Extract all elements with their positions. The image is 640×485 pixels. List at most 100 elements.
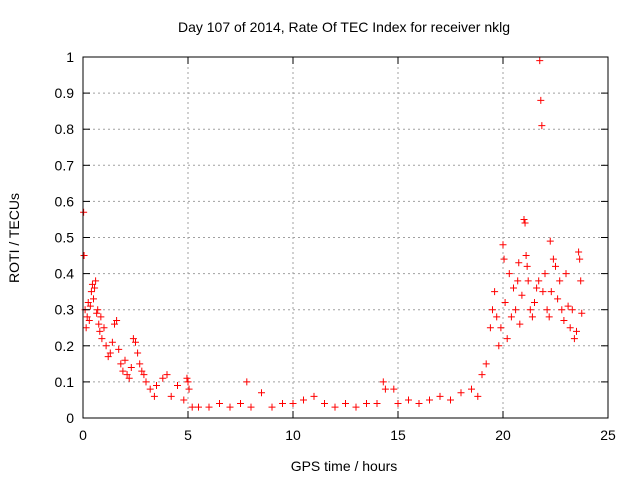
data-point [426, 396, 433, 404]
y-tick-label: 0.4 [55, 266, 75, 282]
data-point [279, 400, 286, 408]
y-tick-label: 0.2 [55, 338, 75, 354]
data-point [503, 335, 511, 343]
y-axis-label: ROTI / TECUs [6, 193, 22, 283]
data-point [556, 277, 564, 285]
data-point [505, 270, 513, 278]
data-point [516, 320, 524, 328]
data-point [134, 349, 142, 357]
data-point [573, 327, 580, 335]
tick-labels: 0 5 10 15 20 25 0 0.1 0.2 0.3 0.4 0.5 0.6 0.7 0.8 0.9 1 [55, 49, 616, 443]
data-point [188, 403, 196, 411]
data-point [520, 215, 528, 223]
data-point [478, 371, 486, 379]
data-point [552, 262, 559, 270]
data-point [167, 392, 175, 400]
data-point [545, 313, 553, 321]
y-tick-label: 0.1 [55, 374, 75, 390]
data-point [507, 313, 515, 321]
y-tick-label: 0.8 [55, 121, 75, 137]
data-point [394, 400, 402, 408]
data-point [111, 320, 118, 328]
y-tick-label: 0.7 [55, 157, 75, 173]
x-tick-label: 20 [495, 427, 511, 443]
data-point [501, 298, 509, 306]
data-point [523, 262, 531, 270]
data-point [85, 317, 93, 325]
data-point [125, 374, 133, 382]
data-point [237, 400, 244, 408]
data-point [521, 219, 529, 227]
data-point [159, 374, 167, 382]
data-point [140, 371, 148, 379]
data-point [546, 237, 554, 245]
data-point [117, 360, 125, 368]
data-point [560, 317, 568, 325]
data-point [547, 288, 555, 296]
data-point [243, 378, 251, 386]
data-point [153, 382, 160, 390]
data-point [495, 342, 503, 350]
data-point [108, 338, 116, 346]
data-point [543, 306, 551, 314]
data-point [535, 277, 543, 285]
data-point [518, 291, 526, 299]
grid-lines [83, 57, 608, 418]
data-point [86, 302, 94, 310]
data-point [138, 367, 146, 375]
data-point [554, 295, 562, 303]
data-point [577, 277, 585, 285]
data-point [564, 302, 572, 310]
y-tick-label: 0.5 [55, 230, 75, 246]
data-point [570, 335, 578, 343]
data-point [142, 378, 150, 386]
data-point [258, 389, 265, 397]
data-point [499, 241, 507, 249]
data-point [92, 277, 100, 285]
data-point [98, 335, 106, 343]
x-tick-label: 25 [600, 427, 616, 443]
data-point [94, 306, 102, 314]
data-point [184, 378, 192, 386]
data-point [515, 259, 523, 267]
data-point [457, 389, 465, 397]
data-point [493, 313, 501, 321]
data-point [102, 342, 110, 350]
data-point [93, 309, 101, 317]
data-point [113, 317, 121, 325]
data-point [363, 400, 370, 408]
data-point [100, 324, 108, 332]
data-point [415, 400, 423, 408]
data-point [195, 403, 202, 411]
data-point [91, 284, 99, 292]
data-point [80, 252, 88, 260]
data-point [562, 270, 570, 278]
x-tick-label: 0 [79, 427, 87, 443]
data-point [83, 313, 91, 321]
data-point [331, 403, 339, 411]
data-point [205, 403, 213, 411]
data-point [321, 400, 328, 408]
data-point [268, 403, 276, 411]
data-point [381, 385, 389, 393]
data-point [524, 277, 532, 285]
chart-title: Day 107 of 2014, Rate Of TEC Index for r… [178, 19, 510, 35]
data-point [180, 396, 188, 404]
data-point [447, 396, 454, 404]
data-point [87, 288, 95, 296]
y-tick-label: 1 [66, 49, 74, 65]
data-point [558, 306, 566, 314]
data-point [96, 327, 104, 335]
data-point [531, 298, 538, 306]
data-point [539, 288, 547, 296]
data-point [119, 367, 127, 375]
axes [82, 56, 609, 419]
x-axis-label: GPS time / hours [291, 458, 398, 474]
data-point [538, 122, 546, 130]
data-point [379, 378, 387, 386]
data-point [247, 403, 255, 411]
data-point [84, 298, 92, 306]
x-tick-label: 15 [390, 427, 406, 443]
